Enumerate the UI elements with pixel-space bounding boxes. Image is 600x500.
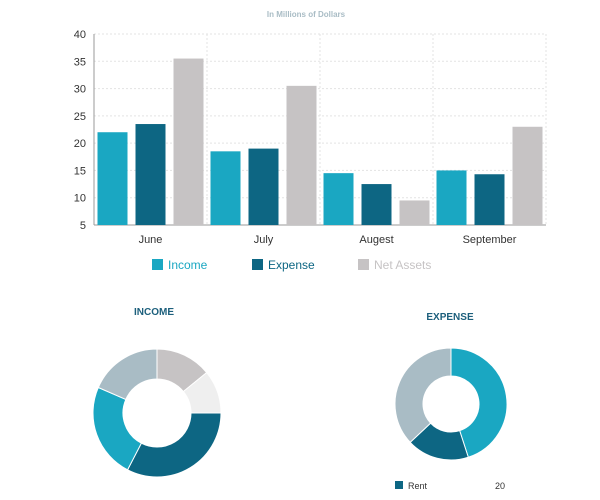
legend-swatch xyxy=(152,259,163,270)
income-donut-chart: INCOME xyxy=(92,307,222,478)
legend-label: Income xyxy=(168,258,208,272)
bar-net-assets xyxy=(286,85,317,225)
bar-net-assets xyxy=(512,126,543,225)
legend-label: Net Assets xyxy=(374,258,431,272)
bar-chart-legend: Income Expense Net Assets xyxy=(152,258,431,272)
pie-slice xyxy=(394,347,452,444)
y-tick-label: 15 xyxy=(74,165,86,177)
expense-legend-label: Rent xyxy=(408,481,428,491)
pie-slice xyxy=(126,412,222,478)
x-tick-label: September xyxy=(463,234,517,246)
bar-expense xyxy=(135,124,166,225)
bar-income xyxy=(210,151,241,225)
bar-expense xyxy=(361,184,392,225)
y-tick-label: 25 xyxy=(74,111,86,123)
y-tick-label: 20 xyxy=(74,138,86,150)
expense-legend: Rent 20 xyxy=(395,481,505,491)
bar-expense xyxy=(248,148,279,225)
bar-income xyxy=(97,132,128,225)
bar-income xyxy=(323,173,354,225)
bar-chart-grid xyxy=(93,33,547,226)
bar-chart-bars xyxy=(97,58,543,225)
x-tick-label: Augest xyxy=(359,234,393,246)
expense-donut-chart: EXPENSE Rent 20 xyxy=(394,312,508,491)
bar-expense xyxy=(474,174,505,225)
income-slices xyxy=(92,348,222,478)
pie-slice xyxy=(97,348,158,401)
expense-legend-value: 20 xyxy=(495,481,505,491)
bar-net-assets xyxy=(399,200,430,225)
expense-slices xyxy=(394,347,508,461)
pie-slice xyxy=(450,347,508,458)
x-tick-label: July xyxy=(254,234,274,246)
y-tick-label: 10 xyxy=(74,193,86,205)
bar-chart-y-ticks: 5 10 15 20 25 30 35 40 xyxy=(74,29,86,232)
pie-slice xyxy=(92,386,143,471)
legend-label: Expense xyxy=(268,258,315,272)
bar-chart-title: In Millions of Dollars xyxy=(267,10,346,19)
bar-chart-x-ticks: June July Augest September xyxy=(139,234,517,246)
income-pie-title: INCOME xyxy=(134,307,174,318)
bar-chart: In Millions of Dollars 5 10 15 20 25 30 35 40 J… xyxy=(74,10,547,272)
y-tick-label: 30 xyxy=(74,84,86,96)
expense-legend-swatch xyxy=(395,481,403,489)
y-tick-label: 5 xyxy=(80,220,86,232)
bar-net-assets xyxy=(173,58,204,225)
y-tick-label: 35 xyxy=(74,56,86,68)
x-tick-label: June xyxy=(139,234,163,246)
expense-pie-title: EXPENSE xyxy=(426,312,474,323)
legend-swatch xyxy=(358,259,369,270)
bar-income xyxy=(436,170,467,225)
y-tick-label: 40 xyxy=(74,29,86,41)
legend-swatch xyxy=(252,259,263,270)
